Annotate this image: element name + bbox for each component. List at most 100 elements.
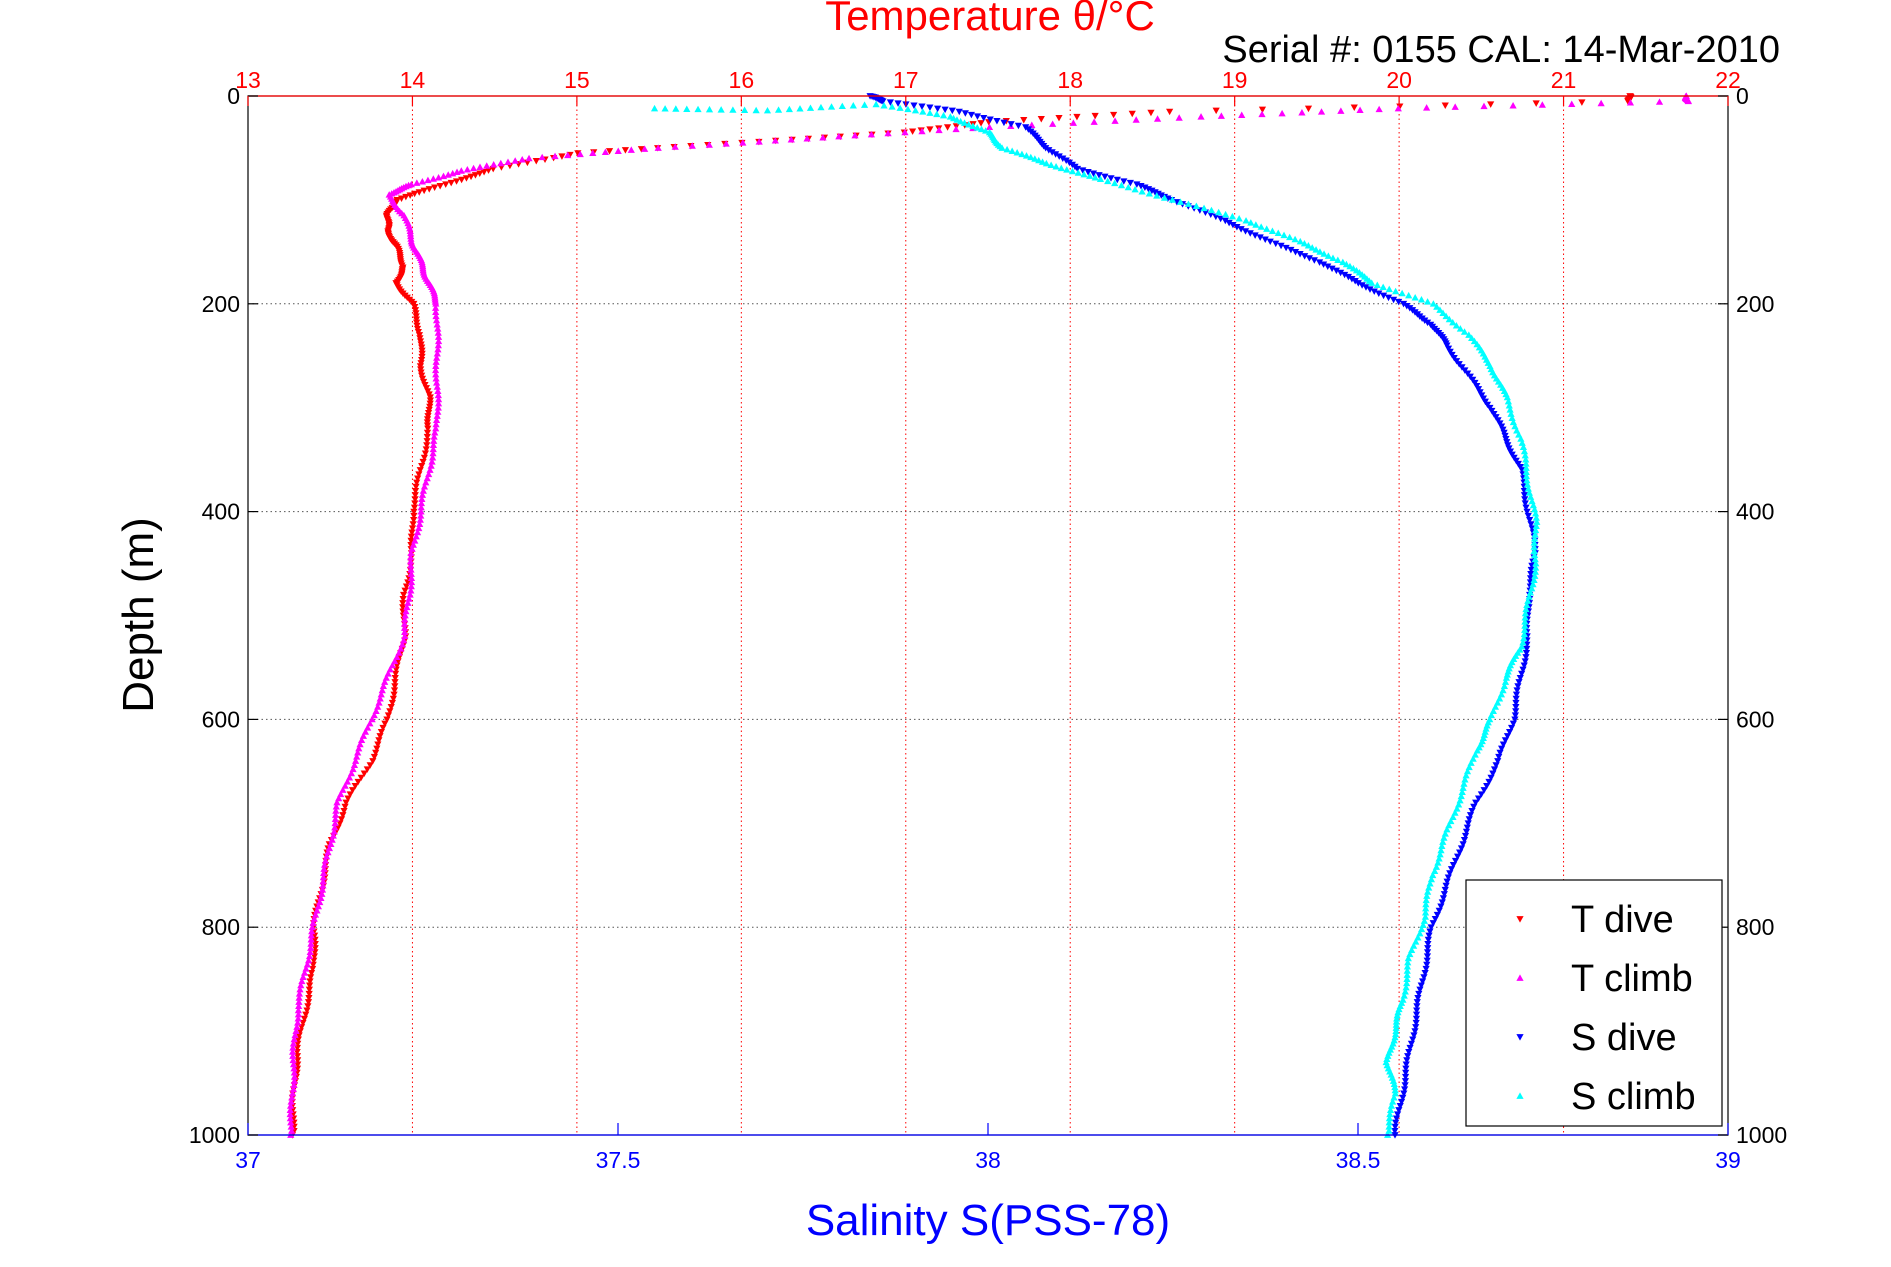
data-point (1402, 1069, 1410, 1077)
data-point (771, 137, 779, 144)
data-point (307, 931, 315, 939)
data-point (1449, 861, 1458, 869)
data-point (410, 512, 418, 520)
data-point (1438, 842, 1446, 850)
data-point (1531, 572, 1539, 579)
data-point (650, 104, 659, 112)
data-point (961, 110, 969, 117)
data-point (320, 865, 328, 872)
data-point (289, 1048, 297, 1055)
data-point (1523, 645, 1531, 653)
data-point (401, 587, 409, 595)
data-point (290, 1119, 298, 1127)
data-point (1420, 917, 1428, 924)
data-point (1462, 828, 1471, 836)
data-point (1037, 115, 1045, 123)
data-point (399, 604, 407, 611)
data-point (943, 124, 952, 131)
data-point (1521, 613, 1529, 621)
data-point (1045, 147, 1053, 154)
data-point (1487, 774, 1495, 782)
data-point (672, 105, 680, 112)
data-point (1086, 172, 1094, 179)
data-point (432, 358, 440, 365)
y-tick-label-right: 1000 (1736, 1122, 1787, 1148)
data-point (1251, 232, 1259, 239)
data-point (1423, 298, 1432, 305)
data-point (1454, 853, 1462, 861)
data-point (1447, 866, 1456, 873)
data-point (1031, 155, 1039, 162)
data-point (1655, 98, 1664, 105)
data-point (331, 811, 340, 818)
legend-box (1465, 879, 1723, 1127)
data-point (298, 977, 306, 985)
data-point (1175, 114, 1183, 121)
data-point (1429, 871, 1437, 879)
data-point (429, 175, 437, 182)
data-point (1104, 177, 1112, 185)
data-point (551, 152, 559, 160)
data-point (286, 1106, 294, 1113)
data-point (973, 124, 981, 131)
data-point (1439, 895, 1448, 902)
data-point (432, 416, 441, 424)
data-point (303, 1007, 311, 1014)
data-point (319, 873, 327, 881)
data-point (1291, 235, 1299, 243)
data-point (1456, 849, 1464, 856)
data-point (849, 101, 857, 109)
data-point (1282, 244, 1290, 252)
data-point (373, 745, 381, 753)
data-point (1291, 248, 1300, 256)
data-point (1480, 787, 1488, 794)
data-point (429, 449, 437, 457)
data-point (343, 778, 351, 785)
data-point (1422, 904, 1430, 912)
data-point (353, 753, 361, 760)
data-point (532, 158, 540, 165)
data-point (1507, 724, 1516, 732)
data-point (1117, 181, 1126, 189)
data-point (432, 304, 440, 311)
data-point (1080, 170, 1088, 178)
data-point (894, 100, 902, 107)
data-point (1403, 1057, 1411, 1064)
data-point (416, 520, 424, 527)
data-point (1423, 104, 1431, 111)
data-point (406, 557, 415, 565)
data-point (1529, 501, 1537, 509)
data-point (402, 607, 410, 615)
data-point (296, 985, 304, 993)
data-point (694, 105, 702, 113)
data-point (319, 869, 328, 877)
data-point (419, 487, 427, 494)
data-point (934, 105, 942, 113)
data-point (1038, 158, 1047, 165)
data-point (305, 990, 313, 998)
data-point (1424, 888, 1432, 895)
data-point (973, 113, 982, 120)
data-point (1390, 1080, 1398, 1087)
data-point (1406, 1044, 1414, 1052)
data-point (1443, 878, 1451, 886)
data-point (1398, 289, 1406, 297)
data-point (1480, 102, 1488, 110)
data-point (318, 890, 326, 897)
data-point (286, 1102, 295, 1109)
data-point (1278, 109, 1286, 117)
data-point (1339, 258, 1347, 266)
data-point (307, 970, 316, 977)
data-point (386, 708, 394, 715)
data-point (1395, 298, 1403, 306)
data-point (1597, 99, 1605, 107)
data-point (1354, 280, 1362, 287)
data-point (1531, 568, 1539, 575)
data-point (504, 158, 512, 165)
data-point (391, 657, 399, 665)
data-point (1501, 737, 1510, 744)
data-point (1500, 682, 1509, 690)
top-tick-label: 17 (893, 67, 919, 93)
data-point (1464, 820, 1472, 827)
data-point (423, 429, 432, 437)
